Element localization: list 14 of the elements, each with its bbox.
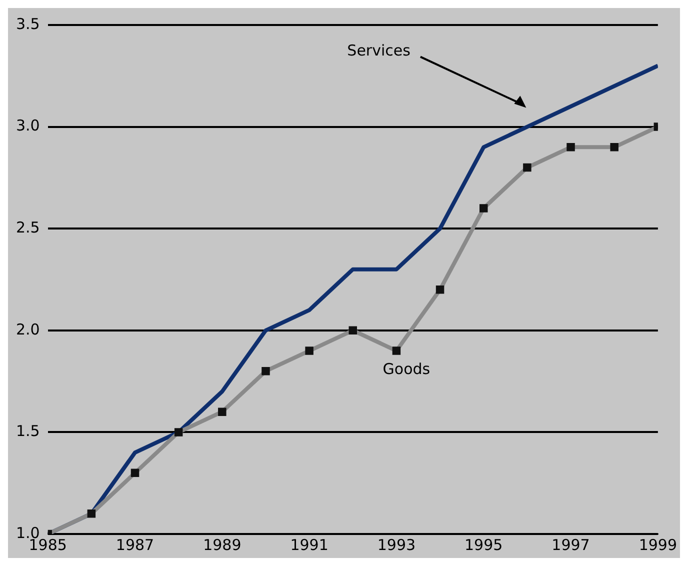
y-tick-label: 1.5 [16,422,40,440]
x-tick-label: 1993 [377,536,416,554]
x-tick-label: 1999 [638,536,678,554]
x-tick-label: 1991 [290,536,328,554]
x-tick-label: 1995 [464,536,503,554]
x-tick-label: 1987 [116,536,154,554]
y-tick-label: 2.0 [16,320,40,338]
y-tick-label: 2.5 [16,218,40,236]
series-label: Goods [382,360,430,378]
y-tick-label: 3.0 [16,116,40,135]
x-tick-label: 1989 [203,536,242,554]
x-tick-label: 1997 [552,536,590,554]
y-tick-label: 3.5 [16,14,40,33]
text: Services [347,42,411,60]
